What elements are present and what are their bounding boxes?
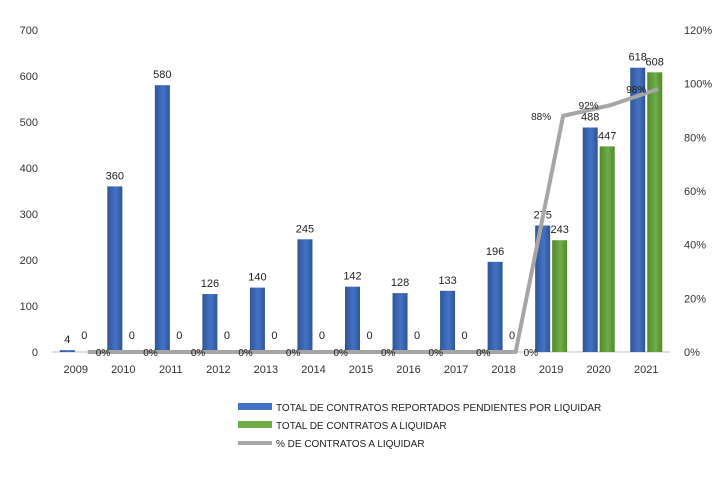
- legend-swatch: [238, 403, 272, 410]
- bar-a-liquidar-label: 0: [509, 330, 515, 342]
- bar-a-liquidar-label: 0: [319, 330, 325, 342]
- line-porcentaje-label: 88%: [531, 112, 551, 123]
- bar-pendientes: [59, 350, 75, 352]
- bar-pendientes-label: 133: [438, 275, 456, 287]
- bar-pendientes: [440, 290, 456, 352]
- bar-pendientes-label: 126: [201, 278, 219, 290]
- bar-pendientes-label: 128: [391, 277, 409, 289]
- x-tick-label: 2021: [634, 364, 658, 376]
- bar-pendientes-label: 488: [581, 112, 599, 124]
- x-tick-label: 2009: [64, 364, 88, 376]
- bar-a-liquidar-label: 0: [366, 330, 372, 342]
- line-porcentaje-label: 0%: [524, 348, 539, 359]
- line-porcentaje-label: 0%: [381, 348, 396, 359]
- y-tick-label: 700: [20, 25, 38, 37]
- legend: TOTAL DE CONTRATOS REPORTADOS PENDIENTES…: [238, 403, 601, 450]
- x-tick-label: 2011: [159, 364, 183, 376]
- line-porcentaje-label: 92%: [579, 101, 599, 112]
- bar-pendientes: [297, 239, 313, 352]
- x-tick-label: 2019: [539, 364, 563, 376]
- y-tick-label: 0: [32, 347, 38, 359]
- y2-tick-label: 80%: [684, 132, 706, 144]
- bar-pendientes: [107, 186, 123, 352]
- line-porcentaje-label: 0%: [191, 348, 206, 359]
- y2-tick-label: 60%: [684, 186, 706, 198]
- x-tick-label: 2015: [349, 364, 373, 376]
- legend-label: TOTAL DE CONTRATOS REPORTADOS PENDIENTES…: [276, 403, 601, 414]
- line-porcentaje-label: 98%: [626, 85, 646, 96]
- y2-tick-label: 40%: [684, 240, 706, 252]
- y2-tick-label: 100%: [684, 79, 712, 91]
- bar-pendientes-label: 580: [153, 69, 171, 81]
- line-porcentaje-label: 0%: [286, 348, 301, 359]
- line-porcentaje-label: 0%: [476, 348, 491, 359]
- plot-area: 01002003004005006007000%20%40%60%80%100%…: [20, 25, 713, 376]
- bar-pendientes: [345, 286, 360, 352]
- bar-a-liquidar: [599, 146, 615, 352]
- bar-pendientes: [630, 67, 646, 352]
- legend-swatch: [238, 421, 272, 428]
- bar-a-liquidar: [647, 72, 663, 352]
- x-tick-label: 2012: [206, 364, 230, 376]
- y-tick-label: 100: [20, 301, 38, 313]
- bar-a-liquidar-label: 0: [462, 330, 468, 342]
- line-porcentaje-label: 0%: [238, 348, 253, 359]
- bar-pendientes-label: 142: [343, 271, 361, 283]
- bar-pendientes: [154, 85, 170, 352]
- bar-a-liquidar-label: 0: [271, 330, 277, 342]
- bar-pendientes-label: 618: [629, 52, 647, 64]
- bar-a-liquidar-label: 0: [176, 330, 182, 342]
- x-tick-label: 2017: [444, 364, 468, 376]
- y2-tick-label: 120%: [684, 25, 712, 37]
- bar-pendientes: [535, 225, 551, 352]
- x-tick-label: 2013: [254, 364, 278, 376]
- bar-pendientes: [392, 293, 408, 352]
- bar-pendientes-label: 245: [296, 223, 314, 235]
- bar-pendientes-label: 360: [106, 170, 124, 182]
- x-tick-label: 2016: [396, 364, 420, 376]
- bar-a-liquidar: [552, 240, 568, 352]
- bar-a-liquidar-label: 447: [598, 130, 616, 142]
- bar-a-liquidar-label: 0: [129, 330, 135, 342]
- legend-label: % DE CONTRATOS A LIQUIDAR: [276, 439, 425, 450]
- bar-a-liquidar-label: 608: [646, 56, 664, 68]
- y-tick-label: 600: [20, 71, 38, 83]
- line-porcentaje-label: 0%: [143, 348, 158, 359]
- line-porcentaje-label: 0%: [429, 348, 444, 359]
- y2-tick-label: 20%: [684, 293, 706, 305]
- bar-pendientes-label: 140: [248, 272, 266, 284]
- bar-pendientes-label: 196: [486, 246, 504, 258]
- y2-tick-label: 0%: [684, 347, 700, 359]
- bar-a-liquidar-label: 0: [414, 330, 420, 342]
- legend-label: TOTAL DE CONTRATOS A LIQUIDAR: [276, 421, 447, 432]
- line-porcentaje-label: 0%: [333, 348, 348, 359]
- bar-pendientes: [249, 287, 265, 352]
- bar-pendientes: [582, 127, 598, 353]
- line-porcentaje-label: 0%: [96, 348, 111, 359]
- bar-pendientes-label: 4: [64, 334, 70, 346]
- x-tick-label: 2018: [491, 364, 515, 376]
- y-tick-label: 300: [20, 209, 38, 221]
- line-porcentaje: [87, 87, 659, 354]
- bar-a-liquidar-label: 0: [224, 330, 230, 342]
- bar-pendientes: [487, 261, 503, 352]
- y-tick-label: 200: [20, 255, 38, 267]
- x-tick-label: 2014: [301, 364, 325, 376]
- y-tick-label: 500: [20, 117, 38, 129]
- x-tick-label: 2020: [586, 364, 610, 376]
- bar-a-liquidar-label: 0: [81, 330, 87, 342]
- bar-pendientes: [202, 294, 218, 352]
- y-tick-label: 400: [20, 163, 38, 175]
- x-tick-label: 2010: [111, 364, 135, 376]
- bar-a-liquidar-label: 243: [550, 224, 568, 236]
